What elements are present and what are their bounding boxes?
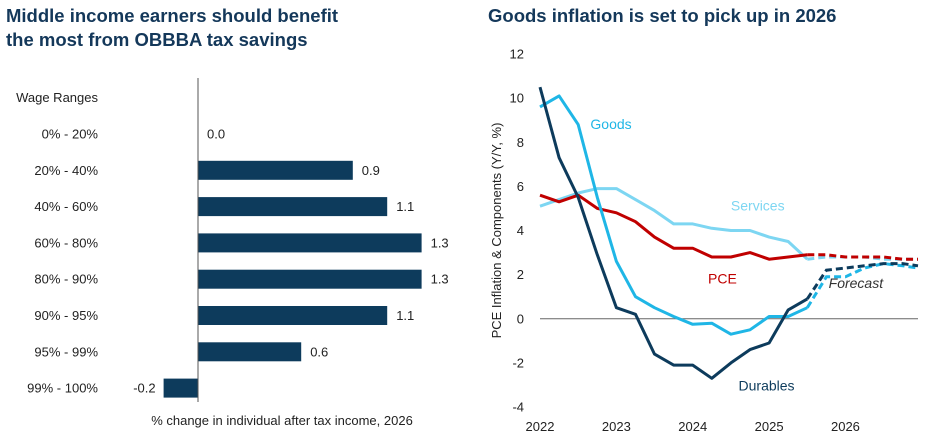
y-tick-label: 6 — [517, 179, 524, 194]
left-chart-title: Middle income earners should benefit the… — [6, 4, 436, 52]
left-title-line-1: Middle income earners should benefit — [6, 5, 339, 26]
bar-value-label: 0.6 — [310, 344, 328, 359]
bar — [198, 269, 422, 289]
y-tick-label: 8 — [517, 135, 524, 150]
goods-series-line — [539, 94, 808, 336]
bar-value-label: 0.0 — [207, 127, 225, 142]
category-label: 99% - 100% — [27, 381, 98, 396]
x-tick-label: 2024 — [678, 419, 707, 434]
bar — [198, 233, 422, 253]
bar-value-label: -0.2 — [133, 381, 155, 396]
pce-forecast-line — [807, 253, 918, 261]
y-tick-label: 10 — [510, 91, 524, 106]
bar-chart: Wage Ranges 0% - 20% 0.0 20% - 40% 0.9 40% - … — [16, 78, 449, 428]
category-label: 90% - 95% — [34, 308, 98, 323]
y-tick-label: 12 — [510, 47, 524, 62]
goods-series-label: Goods — [590, 116, 631, 132]
y-tick-label: -4 — [512, 400, 524, 415]
category-header: Wage Ranges — [16, 90, 98, 105]
forecast-annotation: Forecast — [829, 275, 885, 291]
durables-series-line — [538, 86, 809, 380]
x-tick-label: 2023 — [602, 419, 631, 434]
x-tick-label: 2022 — [526, 419, 555, 434]
x-axis-label: % change in individual after tax income,… — [151, 413, 413, 428]
bar — [198, 197, 388, 217]
x-tick-label: 2026 — [831, 419, 860, 434]
bar — [163, 378, 198, 398]
durables-series-label: Durables — [739, 377, 795, 393]
y-tick-label: 2 — [517, 267, 524, 282]
category-label: 20% - 40% — [34, 163, 98, 178]
bar — [198, 342, 302, 362]
goods-forecast-line — [806, 262, 919, 309]
bar-value-label: 0.9 — [362, 163, 380, 178]
category-label: 0% - 20% — [42, 127, 99, 142]
y-tick-label: 0 — [517, 311, 524, 326]
x-tick-label: 2025 — [755, 419, 784, 434]
pce-series-line — [539, 193, 808, 261]
bar-value-label: 1.3 — [431, 235, 449, 250]
right-chart-title: Goods inflation is set to pick up in 202… — [488, 5, 837, 26]
bar-value-label: 1.1 — [396, 308, 414, 323]
pce-series-label: PCE — [708, 270, 737, 286]
category-label: 40% - 60% — [34, 199, 98, 214]
left-title-line-2: the most from OBBBA tax savings — [6, 29, 308, 50]
bar — [198, 160, 353, 180]
bar — [198, 306, 388, 325]
durables-forecast-line — [806, 262, 919, 300]
category-label: 80% - 90% — [34, 272, 98, 287]
bar-value-label: 1.3 — [431, 272, 449, 287]
y-axis-label: PCE Inflation & Components (Y/Y, %) — [489, 123, 504, 339]
y-tick-label: -2 — [512, 355, 524, 370]
bar-value-label: 1.1 — [396, 199, 414, 214]
y-tick-label: 4 — [517, 223, 524, 238]
services-series-label: Services — [731, 198, 785, 214]
category-label: 60% - 80% — [34, 235, 98, 250]
category-label: 95% - 99% — [34, 344, 98, 359]
services-series-line — [539, 187, 809, 261]
